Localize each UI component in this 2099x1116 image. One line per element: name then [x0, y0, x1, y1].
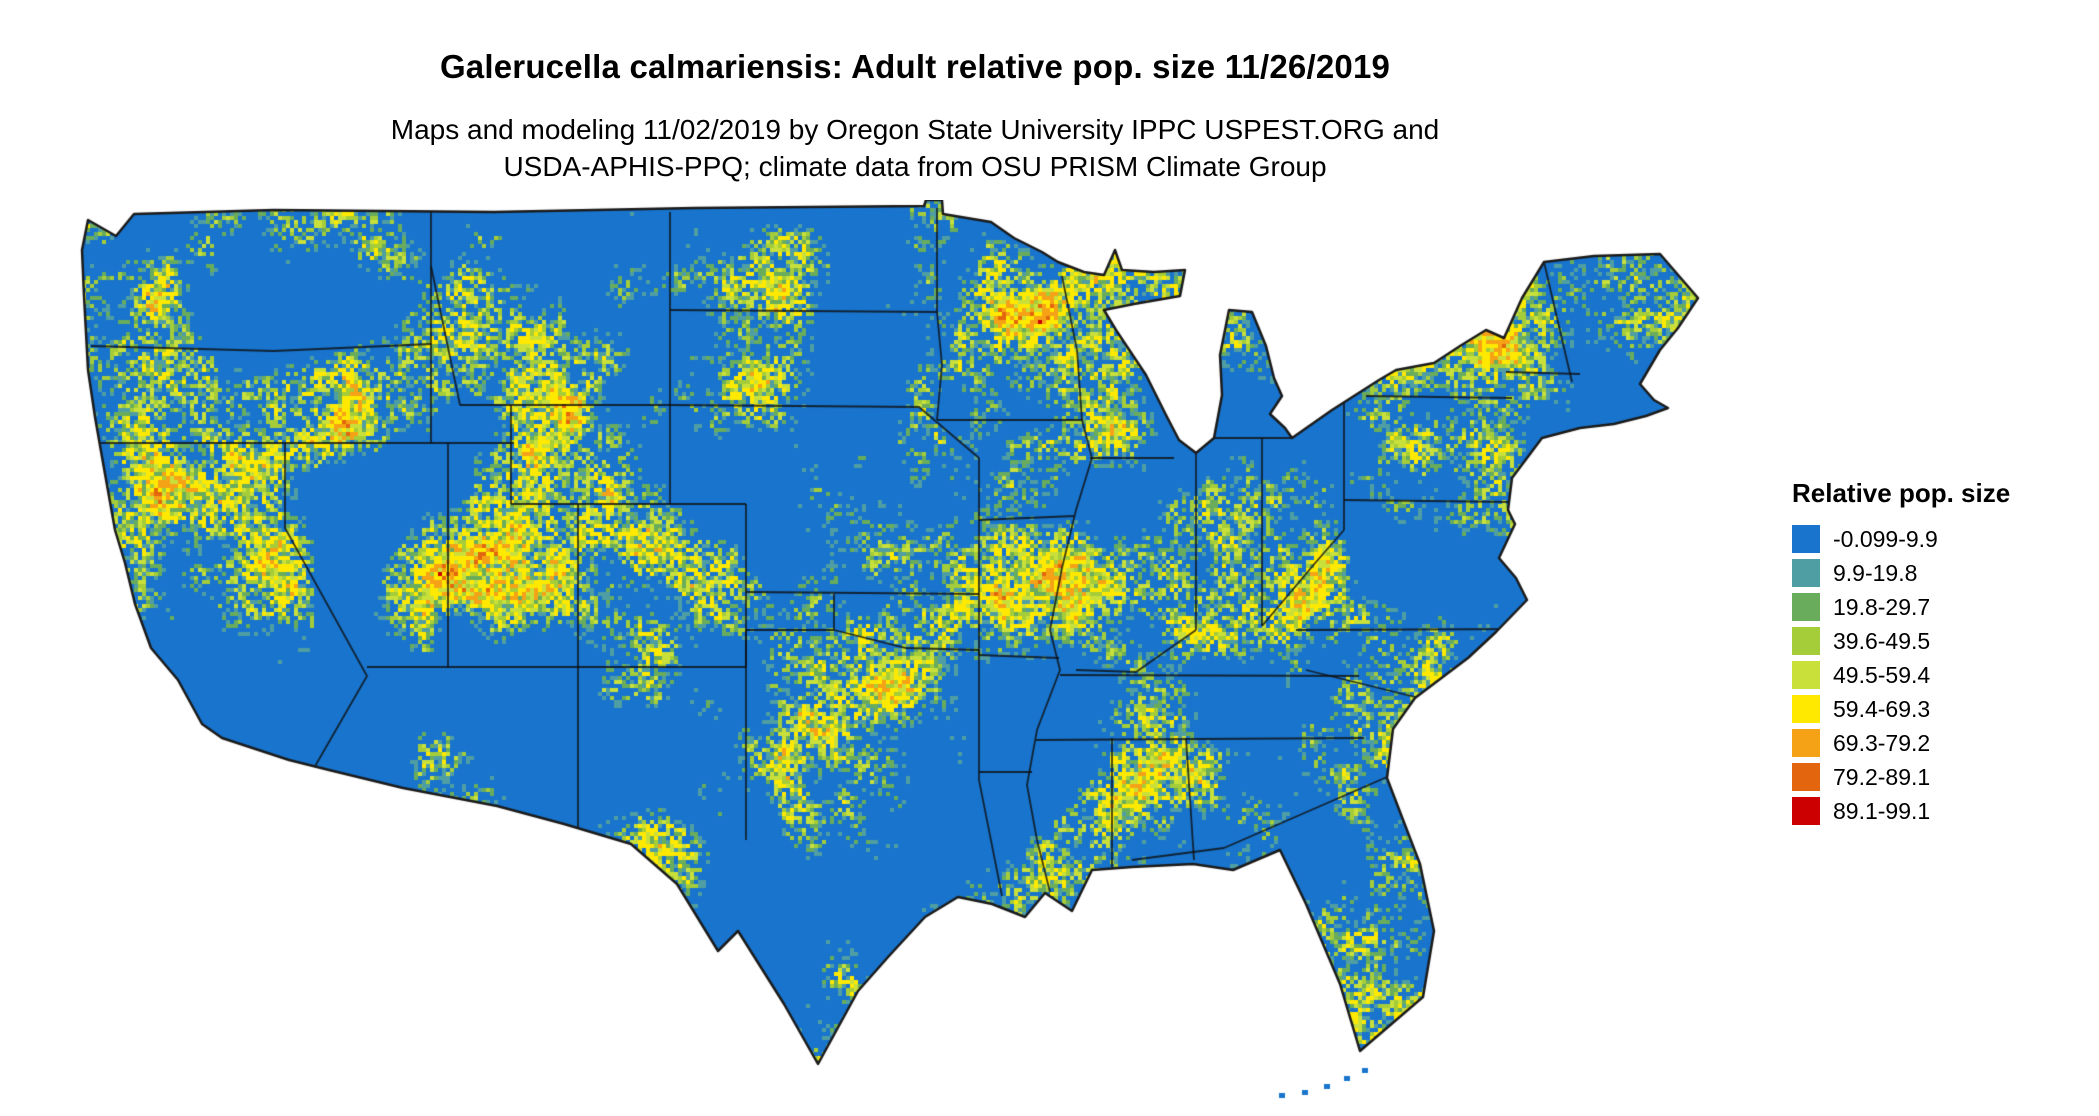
- legend-color-swatch: [1792, 763, 1820, 791]
- legend-title: Relative pop. size: [1792, 478, 2011, 508]
- legend-bin-label: 89.1-99.1: [1833, 797, 1931, 824]
- legend-bin-label: -0.099-9.9: [1833, 525, 1938, 552]
- legend-bin-label: 9.9-19.8: [1833, 559, 1918, 586]
- subtitle-line-2: USDA-APHIS-PPQ; climate data from OSU PR…: [503, 150, 1327, 182]
- legend-color-swatch: [1792, 661, 1820, 689]
- legend-row: 59.4-69.3: [1792, 695, 2092, 723]
- legend-bin-label: 49.5-59.4: [1833, 661, 1931, 688]
- legend-bin-label: 19.8-29.7: [1833, 593, 1931, 620]
- legend-row: 19.8-29.7: [1792, 593, 2092, 621]
- legend-color-swatch: [1792, 627, 1820, 655]
- legend-bin-label: 69.3-79.2: [1833, 729, 1931, 756]
- legend-color-swatch: [1792, 797, 1820, 825]
- page-title: Galerucella calmariensis: Adult relative…: [439, 48, 1391, 85]
- legend-row: 9.9-19.8: [1792, 559, 2092, 587]
- legend-bin-label: 79.2-89.1: [1833, 763, 1931, 790]
- legend-row: 89.1-99.1: [1792, 797, 2092, 825]
- legend-row: 69.3-79.2: [1792, 729, 2092, 757]
- legend-color-swatch: [1792, 695, 1820, 723]
- legend-color-swatch: [1792, 593, 1820, 621]
- legend-bin-label: 39.6-49.5: [1833, 627, 1931, 654]
- legend-row: 79.2-89.1: [1792, 763, 2092, 791]
- legend-color-swatch: [1792, 525, 1820, 553]
- subtitle-line-1: Maps and modeling 11/02/2019 by Oregon S…: [390, 114, 1440, 145]
- legend-color-swatch: [1792, 729, 1820, 757]
- map-subtitle: Maps and modeling 11/02/2019 by Oregon S…: [0, 112, 1830, 186]
- legend-rows: -0.099-9.9 9.9-19.8 19.8-29.7 39.6-49.5 49.5…: [1792, 525, 2092, 825]
- legend-row: 49.5-59.4: [1792, 661, 2092, 689]
- map-legend: Relative pop. size -0.099-9.9 9.9-19.8 19.…: [1792, 478, 2092, 831]
- legend-row: -0.099-9.9: [1792, 525, 2092, 553]
- us-population-raster-map: [74, 200, 1754, 1112]
- legend-row: 39.6-49.5: [1792, 627, 2092, 655]
- legend-color-swatch: [1792, 559, 1820, 587]
- legend-bin-label: 59.4-69.3: [1833, 695, 1931, 722]
